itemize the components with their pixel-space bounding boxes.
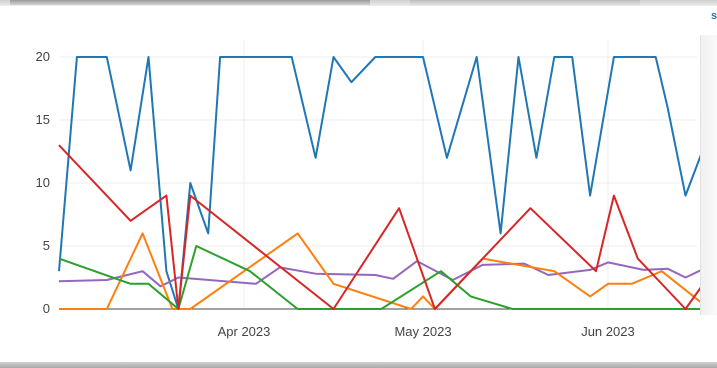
x-tick-label: May 2023	[394, 324, 451, 339]
chart-grid	[60, 40, 697, 309]
y-tick-label: 20	[36, 49, 50, 64]
y-tick-label: 5	[43, 238, 50, 253]
y-tick-label: 0	[43, 301, 50, 316]
scrollbar-thumb[interactable]	[10, 0, 370, 5]
side-tab-label[interactable]: s	[711, 10, 717, 22]
window-bottom-strip	[0, 362, 717, 368]
series-line-2	[58, 144, 700, 310]
window-top-strip	[0, 0, 717, 6]
x-tick-label: Apr 2023	[218, 324, 271, 339]
toolbar-strip	[410, 0, 640, 5]
x-axis-ticks: Apr 2023 May 2023 Jun 2023	[218, 324, 635, 339]
series-line-4	[58, 245, 700, 310]
series-layer	[58, 56, 700, 310]
side-panel-edge	[700, 35, 717, 315]
y-tick-label: 15	[36, 112, 50, 127]
x-tick-label: Jun 2023	[581, 324, 635, 339]
y-axis-ticks: 0 5 10 15 20	[36, 49, 50, 316]
series-line-3	[59, 232, 700, 310]
y-tick-label: 10	[36, 175, 50, 190]
